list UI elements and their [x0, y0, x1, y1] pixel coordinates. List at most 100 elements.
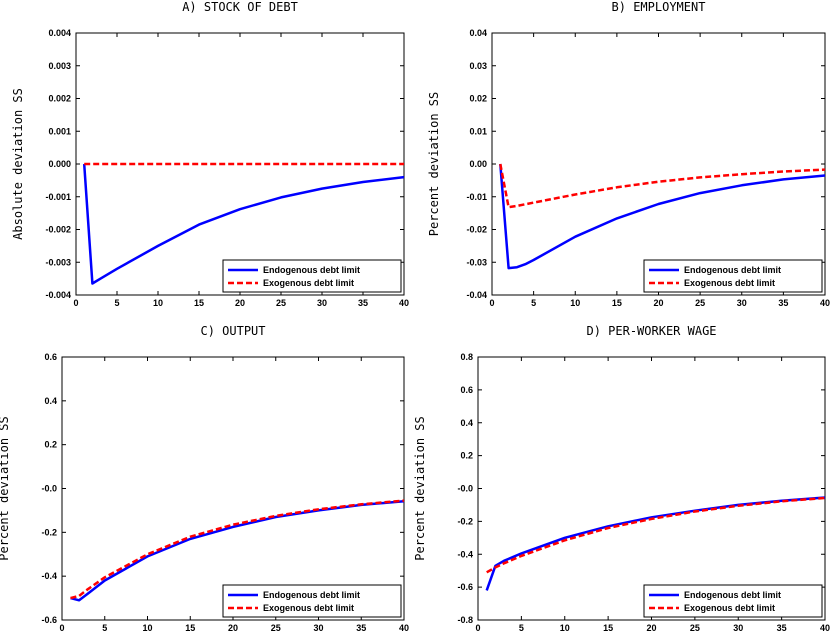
- y-axis-label: Percent deviation SS: [0, 416, 11, 561]
- legend-box: [222, 259, 402, 293]
- series-line-endogenous: [82, 163, 405, 285]
- y-tick-label: -0.0: [457, 484, 473, 494]
- x-tick-label: 10: [560, 623, 570, 633]
- plot-area: [61, 356, 405, 621]
- panel-output: C) OUTPUT Percent deviation SS 0 5 10 15 20 25 3…: [0, 324, 409, 633]
- x-tick-label: 25: [276, 298, 286, 308]
- y-axis-label: Percent deviation SS: [427, 92, 441, 237]
- y-tick-label: 0.001: [48, 126, 71, 136]
- plot-area: [477, 356, 826, 621]
- legend-box: [222, 584, 402, 618]
- x-tick-label: 40: [820, 623, 830, 633]
- y-tick-label: 0.00: [469, 159, 487, 169]
- x-tick-label: 35: [356, 623, 366, 633]
- x-tick-label: 0: [59, 623, 64, 633]
- x-tick-label: 15: [185, 623, 195, 633]
- x-tick-label: 5: [531, 298, 536, 308]
- y-tick-label: 0.04: [469, 28, 487, 38]
- legend: Endogenous debt limit Exogenous debt limi…: [643, 259, 823, 293]
- x-tick-label: 35: [358, 298, 368, 308]
- legend-label: Endogenous debt limit: [263, 590, 360, 600]
- x-tick-label: 10: [570, 298, 580, 308]
- y-tick-label: -0.03: [466, 257, 487, 267]
- x-tick-label: 35: [777, 623, 787, 633]
- x-tick-label: 25: [695, 298, 705, 308]
- y-tick-label: -0.003: [45, 257, 71, 267]
- legend: Endogenous debt limit Exogenous debt limi…: [222, 584, 402, 618]
- x-tick-label: 15: [603, 623, 613, 633]
- x-tick-label: 25: [690, 623, 700, 633]
- series-line-endogenous: [499, 163, 826, 270]
- x-tick-label: 30: [313, 623, 323, 633]
- x-tick-label: 15: [194, 298, 204, 308]
- series-line-endogenous: [485, 496, 826, 591]
- y-tick-label: 0.004: [48, 28, 71, 38]
- legend-box: [643, 259, 823, 293]
- panel-employment: B) EMPLOYMENT Percent deviation SS 0 5 10 15 2…: [427, 0, 830, 308]
- y-tick-label: -0.002: [45, 225, 71, 235]
- y-tick-label: 0.8: [460, 352, 473, 362]
- y-tick-label: 0.03: [469, 61, 487, 71]
- y-tick-label: -0.02: [466, 225, 487, 235]
- x-tick-label: 0: [73, 298, 78, 308]
- x-tick-label: 30: [733, 623, 743, 633]
- y-tick-label: -0.6: [457, 582, 473, 592]
- panel-title: C) OUTPUT: [200, 324, 265, 338]
- x-tick-label: 40: [399, 298, 409, 308]
- x-tick-label: 20: [646, 623, 656, 633]
- y-tick-label: 0.4: [460, 418, 473, 428]
- x-tick-label: 0: [475, 623, 480, 633]
- y-tick-label: 0.6: [460, 385, 473, 395]
- panel-title: A) STOCK OF DEBT: [182, 0, 298, 14]
- x-tick-label: 25: [271, 623, 281, 633]
- x-tick-label: 5: [102, 623, 107, 633]
- x-tick-label: 10: [142, 623, 152, 633]
- y-tick-label: -0.001: [45, 192, 71, 202]
- y-tick-label: -0.04: [466, 290, 487, 300]
- legend-label: Exogenous debt limit: [684, 603, 775, 613]
- legend-label: Exogenous debt limit: [263, 603, 354, 613]
- y-tick-label: -0.2: [41, 527, 57, 537]
- x-tick-label: 15: [612, 298, 622, 308]
- panel-title: B) EMPLOYMENT: [612, 0, 706, 14]
- series-line-exogenous: [499, 163, 826, 209]
- x-tick-label: 5: [519, 623, 524, 633]
- legend-label: Endogenous debt limit: [684, 265, 781, 275]
- legend-label: Exogenous debt limit: [263, 278, 354, 288]
- y-tick-label: 0.4: [44, 396, 57, 406]
- x-tick-label: 20: [653, 298, 663, 308]
- x-tick-label: 40: [399, 623, 409, 633]
- y-tick-label: 0.01: [469, 126, 487, 136]
- y-tick-label: 0.6: [44, 352, 57, 362]
- y-tick-label: 0.000: [48, 159, 71, 169]
- y-tick-label: 0.003: [48, 61, 71, 71]
- legend: Endogenous debt limit Exogenous debt limi…: [222, 259, 402, 293]
- x-tick-label: 40: [820, 298, 830, 308]
- series-line-exogenous: [486, 496, 826, 574]
- y-tick-label: -0.8: [457, 615, 473, 625]
- x-tick-label: 5: [114, 298, 119, 308]
- legend-label: Endogenous debt limit: [263, 265, 360, 275]
- y-axis-label: Percent deviation SS: [413, 416, 427, 561]
- x-tick-label: 20: [235, 298, 245, 308]
- y-tick-label: -0.004: [45, 290, 71, 300]
- legend: Endogenous debt limit Exogenous debt limi…: [643, 584, 823, 618]
- y-tick-label: 0.2: [44, 440, 57, 450]
- y-tick-label: -0.4: [457, 549, 473, 559]
- y-tick-label: 0.2: [460, 451, 473, 461]
- y-tick-label: 0.002: [48, 94, 71, 104]
- x-tick-label: 10: [153, 298, 163, 308]
- y-tick-label: -0.2: [457, 516, 473, 526]
- y-tick-label: -0.01: [466, 192, 487, 202]
- y-tick-label: 0.02: [469, 94, 487, 104]
- panel-title: D) PER-WORKER WAGE: [586, 324, 716, 338]
- legend-label: Endogenous debt limit: [684, 590, 781, 600]
- x-tick-label: 30: [317, 298, 327, 308]
- x-tick-label: 35: [778, 298, 788, 308]
- legend-label: Exogenous debt limit: [684, 278, 775, 288]
- x-tick-label: 30: [737, 298, 747, 308]
- panel-debt: A) STOCK OF DEBT Absolute deviation SS 0 5 1…: [11, 0, 409, 308]
- y-axis-label: Absolute deviation SS: [11, 88, 25, 240]
- legend-box: [643, 584, 823, 618]
